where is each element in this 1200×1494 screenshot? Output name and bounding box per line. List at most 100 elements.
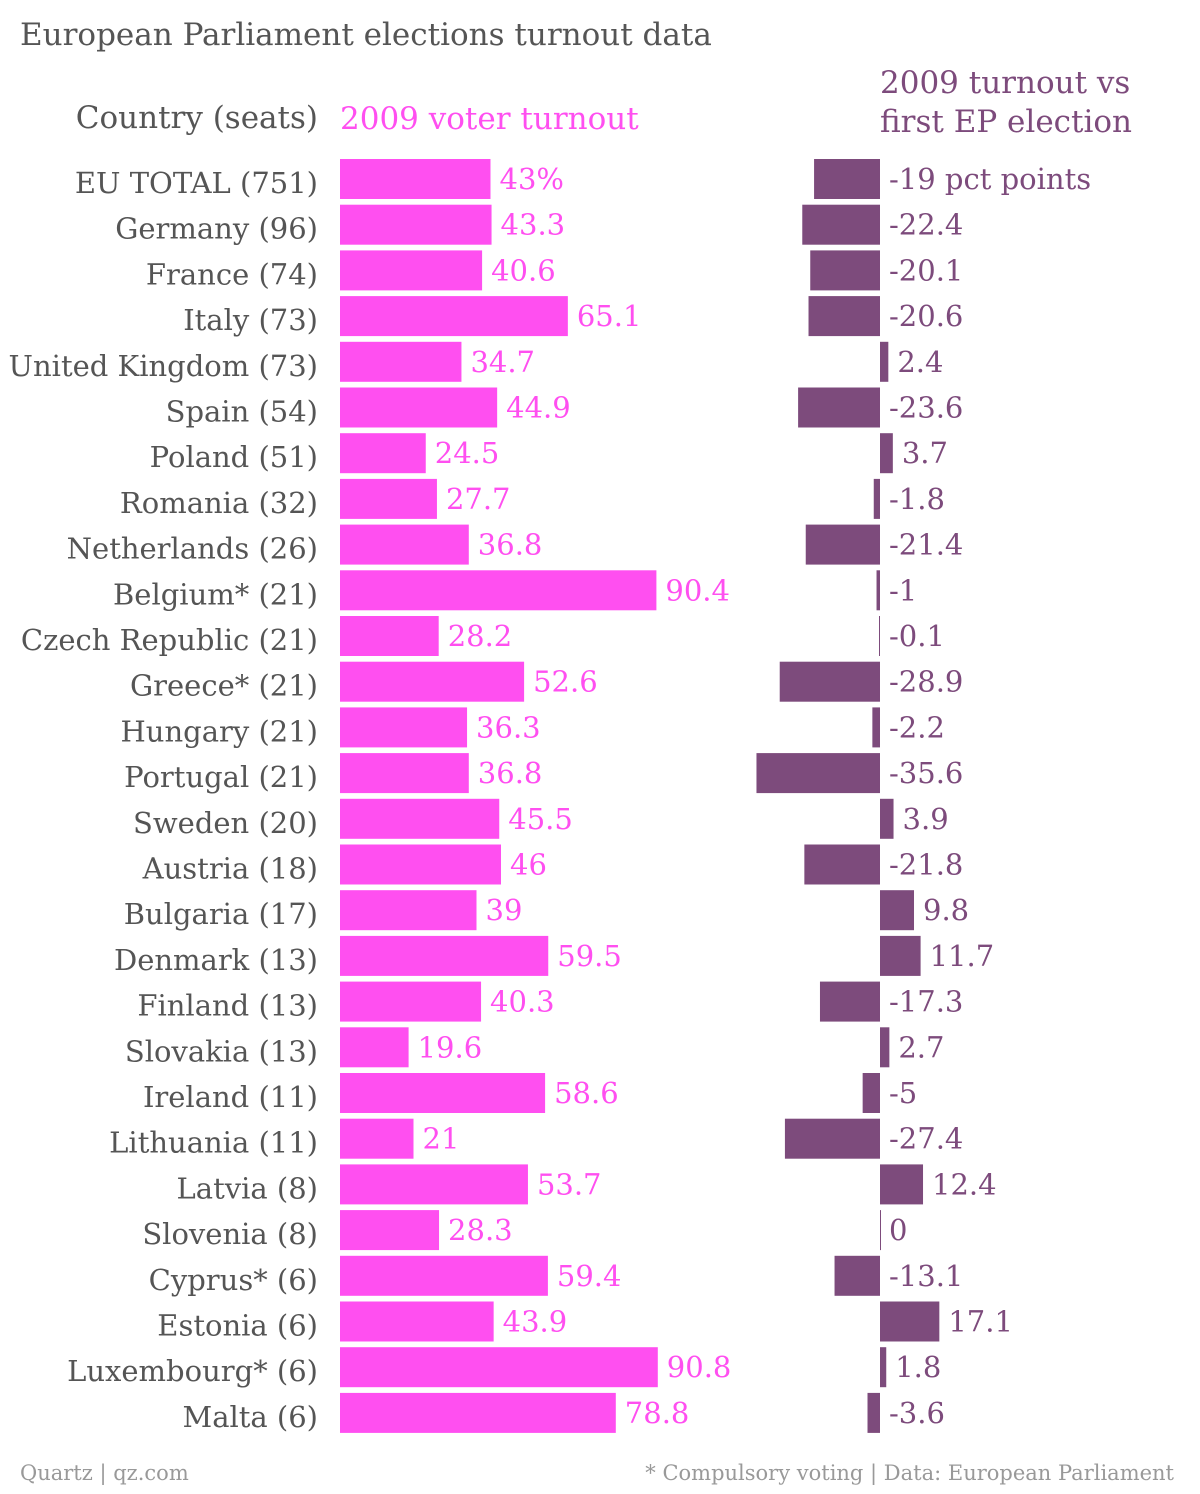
change-value-label: -17.3 bbox=[889, 985, 963, 1019]
country-label: Romania (32) bbox=[120, 486, 318, 520]
change-bar bbox=[880, 1164, 924, 1205]
turnout-bar bbox=[340, 1392, 616, 1433]
country-label: Greece* (21) bbox=[130, 669, 318, 703]
change-bar bbox=[862, 1073, 880, 1113]
turnout-value-label: 78.8 bbox=[625, 1396, 690, 1430]
change-bar bbox=[834, 1255, 880, 1296]
country-label: Portugal (21) bbox=[124, 760, 318, 794]
turnout-value-label: 43% bbox=[500, 162, 564, 196]
turnout-bar bbox=[340, 753, 469, 794]
change-bar bbox=[805, 524, 880, 565]
change-bar bbox=[873, 478, 880, 519]
change-value-label: 9.8 bbox=[923, 893, 969, 927]
turnout-value-label: 27.7 bbox=[446, 482, 511, 516]
country-label: Lithuania (11) bbox=[109, 1126, 318, 1160]
turnout-bar bbox=[340, 341, 462, 382]
turnout-value-label: 58.6 bbox=[554, 1076, 619, 1110]
country-label: Poland (51) bbox=[150, 440, 318, 474]
country-label: Luxembourg* (6) bbox=[67, 1354, 318, 1388]
country-label: Spain (54) bbox=[166, 395, 318, 429]
country-label: Bulgaria (17) bbox=[124, 897, 318, 931]
change-bar bbox=[880, 798, 894, 839]
turnout-value-label: 43.3 bbox=[501, 208, 566, 242]
change-bar bbox=[880, 935, 921, 976]
change-value-label: -3.6 bbox=[889, 1396, 945, 1430]
change-value-label: -22.4 bbox=[889, 208, 963, 242]
turnout-bar bbox=[340, 981, 482, 1022]
change-bar bbox=[819, 981, 880, 1022]
country-label: Latvia (8) bbox=[177, 1171, 318, 1205]
turnout-bar bbox=[340, 890, 477, 931]
turnout-value-label: 28.2 bbox=[448, 619, 513, 653]
country-label: Belgium* (21) bbox=[113, 577, 318, 611]
turnout-column-header: 2009 voter turnout bbox=[340, 101, 639, 137]
turnout-bar bbox=[340, 1073, 546, 1113]
country-label: Germany (96) bbox=[115, 212, 318, 246]
change-value-label: -20.6 bbox=[889, 299, 963, 333]
chart-title: European Parliament elections turnout da… bbox=[20, 17, 712, 53]
turnout-bar bbox=[340, 707, 468, 748]
country-label: Slovenia (8) bbox=[142, 1217, 318, 1251]
change-bar bbox=[880, 1027, 890, 1068]
turnout-value-label: 36.3 bbox=[476, 710, 541, 744]
turnout-bar bbox=[340, 433, 426, 474]
turnout-value-label: 36.8 bbox=[478, 528, 543, 562]
country-label: Netherlands (26) bbox=[67, 532, 318, 566]
turnout-value-label: 40.3 bbox=[490, 985, 555, 1019]
turnout-value-label: 43.9 bbox=[503, 1305, 568, 1339]
turnout-value-label: 39 bbox=[486, 893, 523, 927]
change-bar bbox=[880, 433, 893, 474]
change-value-label: 3.9 bbox=[903, 802, 949, 836]
change-bar bbox=[880, 341, 889, 382]
turnout-value-label: 19.6 bbox=[418, 1030, 483, 1064]
change-value-label: 0 bbox=[889, 1213, 907, 1247]
country-label: Austria (18) bbox=[142, 852, 318, 886]
turnout-value-label: 36.8 bbox=[478, 756, 543, 790]
turnout-value-label: 44.9 bbox=[506, 391, 571, 425]
turnout-bar bbox=[340, 661, 525, 702]
turnout-bar bbox=[340, 296, 568, 337]
turnout-value-label: 90.8 bbox=[667, 1350, 732, 1384]
change-value-label: 11.7 bbox=[930, 939, 995, 973]
turnout-bar bbox=[340, 1118, 414, 1159]
change-value-label: 1.8 bbox=[895, 1350, 941, 1384]
change-value-label: 3.7 bbox=[902, 436, 948, 470]
country-label: France (74) bbox=[146, 257, 318, 291]
change-value-label: -21.8 bbox=[889, 848, 963, 882]
change-bar bbox=[798, 387, 880, 428]
turnout-bar bbox=[340, 1255, 548, 1296]
country-label: Czech Republic (21) bbox=[21, 623, 318, 657]
country-label: United Kingdom (73) bbox=[9, 349, 318, 383]
change-value-label: -1 bbox=[889, 573, 917, 607]
turnout-bar bbox=[340, 1347, 658, 1388]
turnout-bar bbox=[340, 159, 491, 199]
country-label: Malta (6) bbox=[183, 1400, 319, 1434]
change-value-label: -27.4 bbox=[889, 1122, 963, 1156]
change-bar bbox=[802, 204, 880, 245]
change-value-label: -23.6 bbox=[889, 391, 963, 425]
chart-rows: EU TOTAL (751) 43% -19 pct points Germany (… bbox=[9, 159, 1091, 1434]
turnout-bar bbox=[340, 844, 501, 885]
change-bar bbox=[880, 1210, 881, 1251]
footer-note: * Compulsory voting | Data: European Par… bbox=[645, 1461, 1174, 1486]
change-column-header-line-2: first EP election bbox=[880, 104, 1132, 140]
change-value-label: -13.1 bbox=[889, 1259, 963, 1293]
country-label: Denmark (13) bbox=[114, 943, 318, 977]
change-bar bbox=[779, 661, 880, 702]
change-value-label: -28.9 bbox=[889, 665, 963, 699]
change-column-header-line-1: 2009 turnout vs bbox=[880, 65, 1130, 101]
turnout-value-label: 52.6 bbox=[533, 665, 598, 699]
turnout-value-label: 46 bbox=[510, 848, 547, 882]
country-label: Sweden (20) bbox=[133, 806, 318, 840]
country-label: Ireland (11) bbox=[143, 1080, 318, 1114]
country-label: Hungary (21) bbox=[121, 714, 319, 748]
turnout-bar bbox=[340, 1164, 528, 1205]
turnout-value-label: 40.6 bbox=[491, 253, 556, 287]
turnout-bar bbox=[340, 524, 469, 565]
turnout-bar bbox=[340, 570, 657, 611]
footer-source: Quartz | qz.com bbox=[20, 1461, 189, 1486]
change-bar bbox=[784, 1118, 880, 1159]
change-bar bbox=[876, 570, 880, 611]
